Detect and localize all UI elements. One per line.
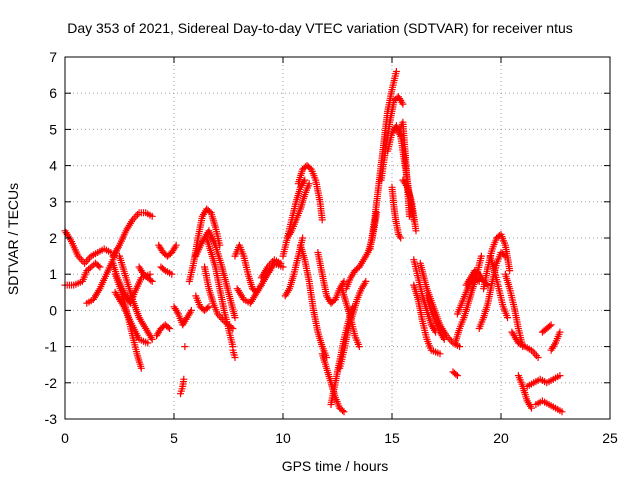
- y-tick-label: 3: [49, 194, 57, 210]
- series-s53: [501, 270, 527, 351]
- y-axis-title: SDTVAR / TECUs: [5, 183, 21, 295]
- point-marker: [423, 292, 448, 343]
- point-marker: [177, 375, 188, 398]
- point-marker: [257, 256, 285, 282]
- series-s29: [296, 241, 331, 361]
- series-s39: [388, 183, 405, 242]
- point-marker: [201, 263, 237, 332]
- axis-ticks: 0 5 10 15 20 25 -3 -2 -1 0 1 2 3 4 5 6 7: [45, 49, 618, 446]
- series-s43: [410, 281, 444, 358]
- y-tick-label: -3: [45, 411, 58, 427]
- series-s54: [508, 328, 542, 361]
- point-marker: [185, 205, 224, 285]
- series-s13: [170, 303, 195, 329]
- point-marker: [523, 372, 564, 390]
- series-s21: [229, 346, 239, 361]
- y-tick-label: 4: [49, 158, 57, 174]
- x-tick-label: 5: [170, 430, 178, 446]
- series-s10: [153, 321, 174, 340]
- point-marker: [388, 183, 405, 242]
- y-tick-label: 2: [49, 230, 57, 246]
- point-marker: [538, 321, 555, 336]
- series-s12: [157, 263, 176, 278]
- point-marker: [338, 285, 363, 351]
- series-s24: [257, 256, 285, 282]
- x-tick-label: 0: [61, 430, 69, 446]
- x-axis-title: GPS time / hours: [282, 458, 389, 474]
- point-marker: [532, 397, 566, 416]
- series-s55: [514, 372, 535, 412]
- point-marker: [153, 321, 174, 340]
- series-s57: [532, 397, 566, 416]
- series-s16: [185, 205, 224, 285]
- series-s20: [192, 292, 213, 314]
- point-marker: [192, 292, 213, 314]
- point-marker: [399, 176, 420, 235]
- point-marker: [170, 303, 195, 329]
- series-s42: [410, 256, 440, 336]
- y-tick-label: 7: [49, 49, 57, 65]
- chart-title: Day 353 of 2021, Sidereal Day-to-day VTE…: [67, 20, 573, 36]
- point-marker: [449, 368, 461, 380]
- point-marker: [229, 346, 239, 361]
- point-marker: [410, 281, 444, 358]
- series-s56: [523, 372, 564, 390]
- y-tick-label: -1: [45, 339, 58, 355]
- point-marker: [111, 288, 152, 347]
- point-marker: [192, 227, 239, 322]
- series-s17: [192, 227, 239, 322]
- series-s45: [423, 292, 448, 343]
- series-s15: [181, 343, 189, 351]
- series-s46: [449, 368, 461, 380]
- point-marker: [157, 263, 176, 278]
- series-s7: [116, 252, 156, 343]
- point-marker: [181, 343, 189, 351]
- series-s14: [177, 375, 188, 398]
- point-marker: [486, 252, 511, 322]
- y-tick-label: 5: [49, 121, 57, 137]
- point-marker: [547, 328, 564, 354]
- series-s27: [283, 180, 313, 242]
- x-tick-label: 20: [493, 430, 509, 446]
- x-tick-label: 15: [384, 430, 400, 446]
- series-s9: [135, 263, 156, 285]
- point-marker: [155, 241, 180, 260]
- y-tick-label: 1: [49, 266, 57, 282]
- point-marker: [116, 252, 156, 343]
- series-s4: [109, 209, 156, 260]
- series-s59: [547, 328, 564, 354]
- series-s19: [201, 263, 237, 332]
- y-tick-label: -2: [45, 375, 58, 391]
- y-tick-label: 6: [49, 85, 57, 101]
- point-marker: [410, 256, 440, 336]
- series-s41: [399, 176, 420, 235]
- point-marker: [294, 162, 326, 224]
- series-s52: [486, 252, 511, 322]
- series-s28: [294, 162, 326, 224]
- point-marker: [514, 372, 535, 412]
- point-marker: [135, 263, 156, 285]
- x-tick-label: 25: [602, 430, 618, 446]
- data-points: [61, 68, 566, 416]
- point-marker: [109, 209, 156, 260]
- x-tick-label: 10: [275, 430, 291, 446]
- point-marker: [508, 328, 542, 361]
- y-tick-label: 0: [49, 302, 57, 318]
- series-s11: [155, 241, 180, 260]
- point-marker: [296, 241, 331, 361]
- series-s8: [111, 288, 152, 347]
- series-s35: [338, 285, 363, 351]
- grid-lines: [65, 57, 610, 419]
- series-s58: [538, 321, 555, 336]
- point-marker: [283, 180, 313, 242]
- point-marker: [501, 270, 527, 351]
